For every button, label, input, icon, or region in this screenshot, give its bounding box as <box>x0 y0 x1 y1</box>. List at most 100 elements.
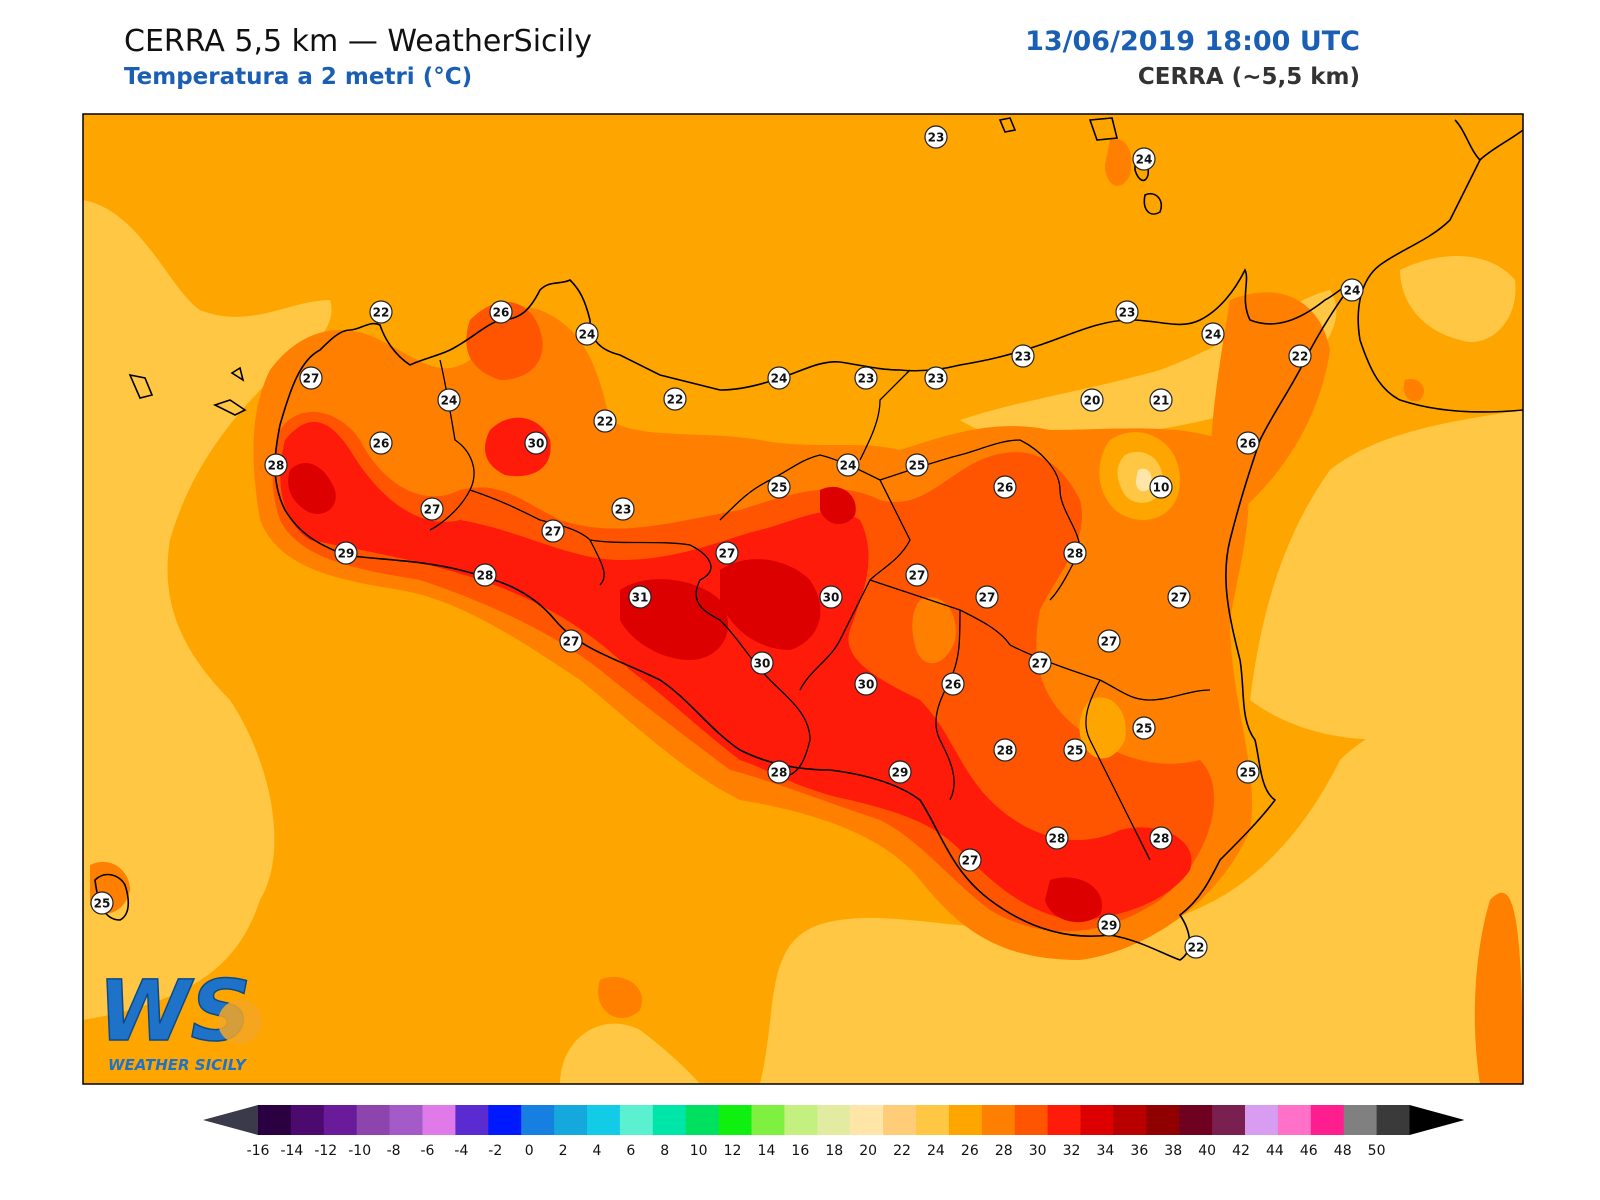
station-marker: 30 <box>854 672 878 696</box>
station-value: 23 <box>928 131 945 145</box>
field-32-core5 <box>1045 877 1102 923</box>
station-circle <box>299 366 323 390</box>
colorbar-tick-label: -6 <box>421 1143 435 1159</box>
station-value: 27 <box>962 854 979 868</box>
station-value: 22 <box>373 306 390 320</box>
station-marker: 24 <box>836 453 860 477</box>
province-borders <box>429 359 1211 861</box>
station-marker: 20 <box>1080 388 1104 412</box>
station-marker: 28 <box>993 738 1017 762</box>
colorbar-tick-label: 36 <box>1130 1143 1148 1159</box>
field-26-enna <box>912 597 956 664</box>
station-value: 24 <box>1136 153 1153 167</box>
station-circle <box>1236 760 1260 784</box>
station-value: 25 <box>1067 744 1084 758</box>
station-value: 24 <box>771 372 788 386</box>
station-circle <box>473 563 497 587</box>
colorbar-tick-label: 26 <box>961 1143 979 1159</box>
station-value: 22 <box>1292 350 1309 364</box>
station-circle <box>524 431 548 455</box>
station-marker: 26 <box>369 431 393 455</box>
station-marker: 24 <box>1340 278 1364 302</box>
station-marker: 30 <box>819 585 843 609</box>
station-marker: 24 <box>575 322 599 346</box>
station-value: 24 <box>441 394 458 408</box>
station-value: 27 <box>1171 591 1188 605</box>
colorbar-cell <box>817 1105 851 1135</box>
field-18-etna-peak <box>1135 468 1152 492</box>
colorbar-tick-label: -16 <box>247 1143 270 1159</box>
station-circle <box>1149 826 1173 850</box>
station-marker: 24 <box>1201 322 1225 346</box>
station-marker: 22 <box>1288 344 1312 368</box>
station-value: 20 <box>1084 394 1101 408</box>
colorbar-cell <box>521 1105 555 1135</box>
egadi-3 <box>230 366 245 382</box>
colorbar-cell <box>652 1105 687 1135</box>
colorbar-cell <box>1376 1105 1410 1135</box>
station-value: 22 <box>667 393 684 407</box>
colorbar-cell <box>948 1105 983 1135</box>
colorbar-tick-label: -8 <box>387 1143 401 1159</box>
station-circle <box>924 366 948 390</box>
station-circle <box>369 431 393 455</box>
colorbar-cells <box>203 1105 1465 1135</box>
station-value: 25 <box>1136 722 1153 736</box>
weathersicily-logo: WS WEATHER SICILY <box>97 961 262 1074</box>
station-marker: 24 <box>437 388 461 412</box>
station-circle <box>767 475 791 499</box>
station-circle <box>905 453 929 477</box>
station-value: 23 <box>928 372 945 386</box>
station-marker: 27 <box>1167 585 1191 609</box>
station-circle <box>1028 651 1052 675</box>
station-labels: 23 24 22 26 24 27 24 28 26 30 22 22 24 23 23 23 23 24 24 22… <box>90 125 1364 959</box>
station-value: 28 <box>268 459 285 473</box>
station-circle <box>888 760 912 784</box>
station-value: 27 <box>1032 657 1049 671</box>
colorbar-tick-label: 20 <box>859 1143 877 1159</box>
field-light-east <box>1250 410 1523 740</box>
station-value: 23 <box>858 372 875 386</box>
colorbar-tick-label: 10 <box>690 1143 708 1159</box>
station-marker: 27 <box>905 563 929 587</box>
field-28-hill <box>466 301 543 380</box>
colorbar-cell <box>850 1105 884 1135</box>
field-26-east <box>1474 892 1523 1084</box>
station-circle <box>1097 629 1121 653</box>
colorbar-tick-label: 8 <box>660 1143 669 1159</box>
station-circle <box>559 629 583 653</box>
station-marker: 23 <box>924 125 948 149</box>
colorbar-tick-label: 24 <box>927 1143 945 1159</box>
station-marker: 30 <box>750 651 774 675</box>
station-circle <box>750 651 774 675</box>
station-marker: 23 <box>924 366 948 390</box>
station-value: 24 <box>840 459 857 473</box>
colorbar-cell <box>290 1105 325 1135</box>
colorbar-cell <box>1113 1105 1147 1135</box>
colorbar-cell <box>1343 1105 1378 1135</box>
colorbar-tick-label: -2 <box>488 1143 502 1159</box>
station-value: 26 <box>945 678 962 692</box>
station-circle <box>836 453 860 477</box>
station-marker: 27 <box>541 519 565 543</box>
station-value: 23 <box>1015 350 1032 364</box>
station-circle <box>715 541 739 565</box>
station-value: 28 <box>771 766 788 780</box>
station-circle <box>1063 541 1087 565</box>
colorbar-cell <box>1047 1105 1081 1135</box>
station-circle <box>90 891 114 915</box>
colorbar-tick-label: 0 <box>525 1143 534 1159</box>
station-marker: 27 <box>715 541 739 565</box>
station-circle <box>575 322 599 346</box>
station-circle <box>1011 344 1035 368</box>
station-value: 26 <box>373 437 390 451</box>
station-circle <box>1045 826 1069 850</box>
colorbar-tick-label: 18 <box>825 1143 843 1159</box>
valid-datetime: 13/06/2019 18:00 UTC <box>1025 26 1360 57</box>
colorbar-cell <box>1146 1105 1180 1135</box>
station-circle <box>1340 278 1364 302</box>
station-circle <box>541 519 565 543</box>
station-circle <box>993 475 1017 499</box>
station-marker: 28 <box>1149 826 1173 850</box>
